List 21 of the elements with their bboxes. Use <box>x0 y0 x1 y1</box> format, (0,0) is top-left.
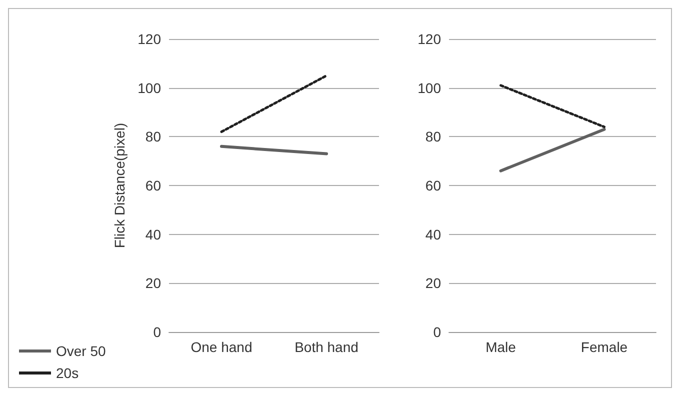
y-tick-label: 120 <box>138 31 162 47</box>
y-tick-label: 0 <box>433 324 442 340</box>
y-tick-label: 60 <box>145 178 162 194</box>
y-tick-label: 120 <box>418 31 442 47</box>
y-tick-label: 80 <box>145 128 162 145</box>
x-tick-label: One hand <box>190 339 252 355</box>
x-tick-label: Male <box>486 339 516 355</box>
y-tick-label: 40 <box>145 226 162 242</box>
y-tick-label: 40 <box>425 226 442 242</box>
y-tick-label: 100 <box>418 80 442 96</box>
y-tick-label: 20 <box>425 275 442 292</box>
y-tick-label: 100 <box>138 80 162 96</box>
y-tick-label: 80 <box>425 128 442 145</box>
x-tick-label: Female <box>580 339 628 355</box>
legend-label: Over 50 <box>56 343 106 359</box>
y-tick-label: 0 <box>153 324 162 340</box>
y-tick-label: 60 <box>425 178 442 194</box>
y-tick-label: 20 <box>145 275 162 292</box>
y-axis-title: Flick Distance(pixel) <box>112 122 128 248</box>
x-tick-label: Both hand <box>294 339 358 355</box>
legend-label: 20s <box>56 365 79 381</box>
